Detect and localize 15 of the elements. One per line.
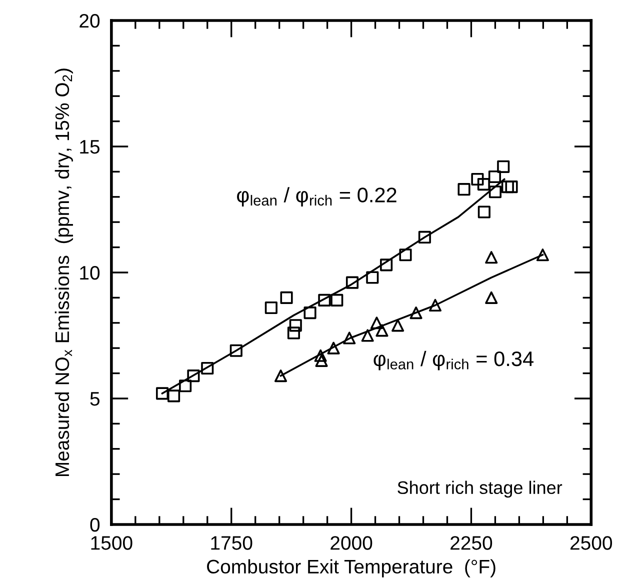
- annotation: φ$_{lean}$ / φ$_{rich}$ = 0.22: [237, 187, 396, 207]
- x-tick-label: 1750: [211, 536, 252, 550]
- x-tick-label: 2000: [330, 536, 372, 550]
- annotation: φ$_{lean}$ / φ$_{rich}$ = 0.34: [374, 350, 534, 370]
- y-tick-label: 20: [80, 14, 100, 28]
- y-tick-label: 10: [80, 266, 100, 280]
- y-axis-title: Measured NO$_{x}$ Emissions (ppmv, dry, 15% O$_{2}$): [54, 68, 73, 476]
- y-tick-label: 15: [80, 140, 100, 154]
- x-tick-label: 2500: [570, 536, 612, 550]
- y-tick-label: 5: [90, 392, 100, 406]
- annotation: Short rich stage liner: [398, 480, 562, 498]
- y-tick-label: 0: [90, 518, 100, 532]
- x-tick-label: 2250: [450, 536, 492, 550]
- x-tick-label: 1500: [91, 536, 132, 550]
- x-axis-title: Combustor Exit Temperature (°F): [207, 559, 496, 578]
